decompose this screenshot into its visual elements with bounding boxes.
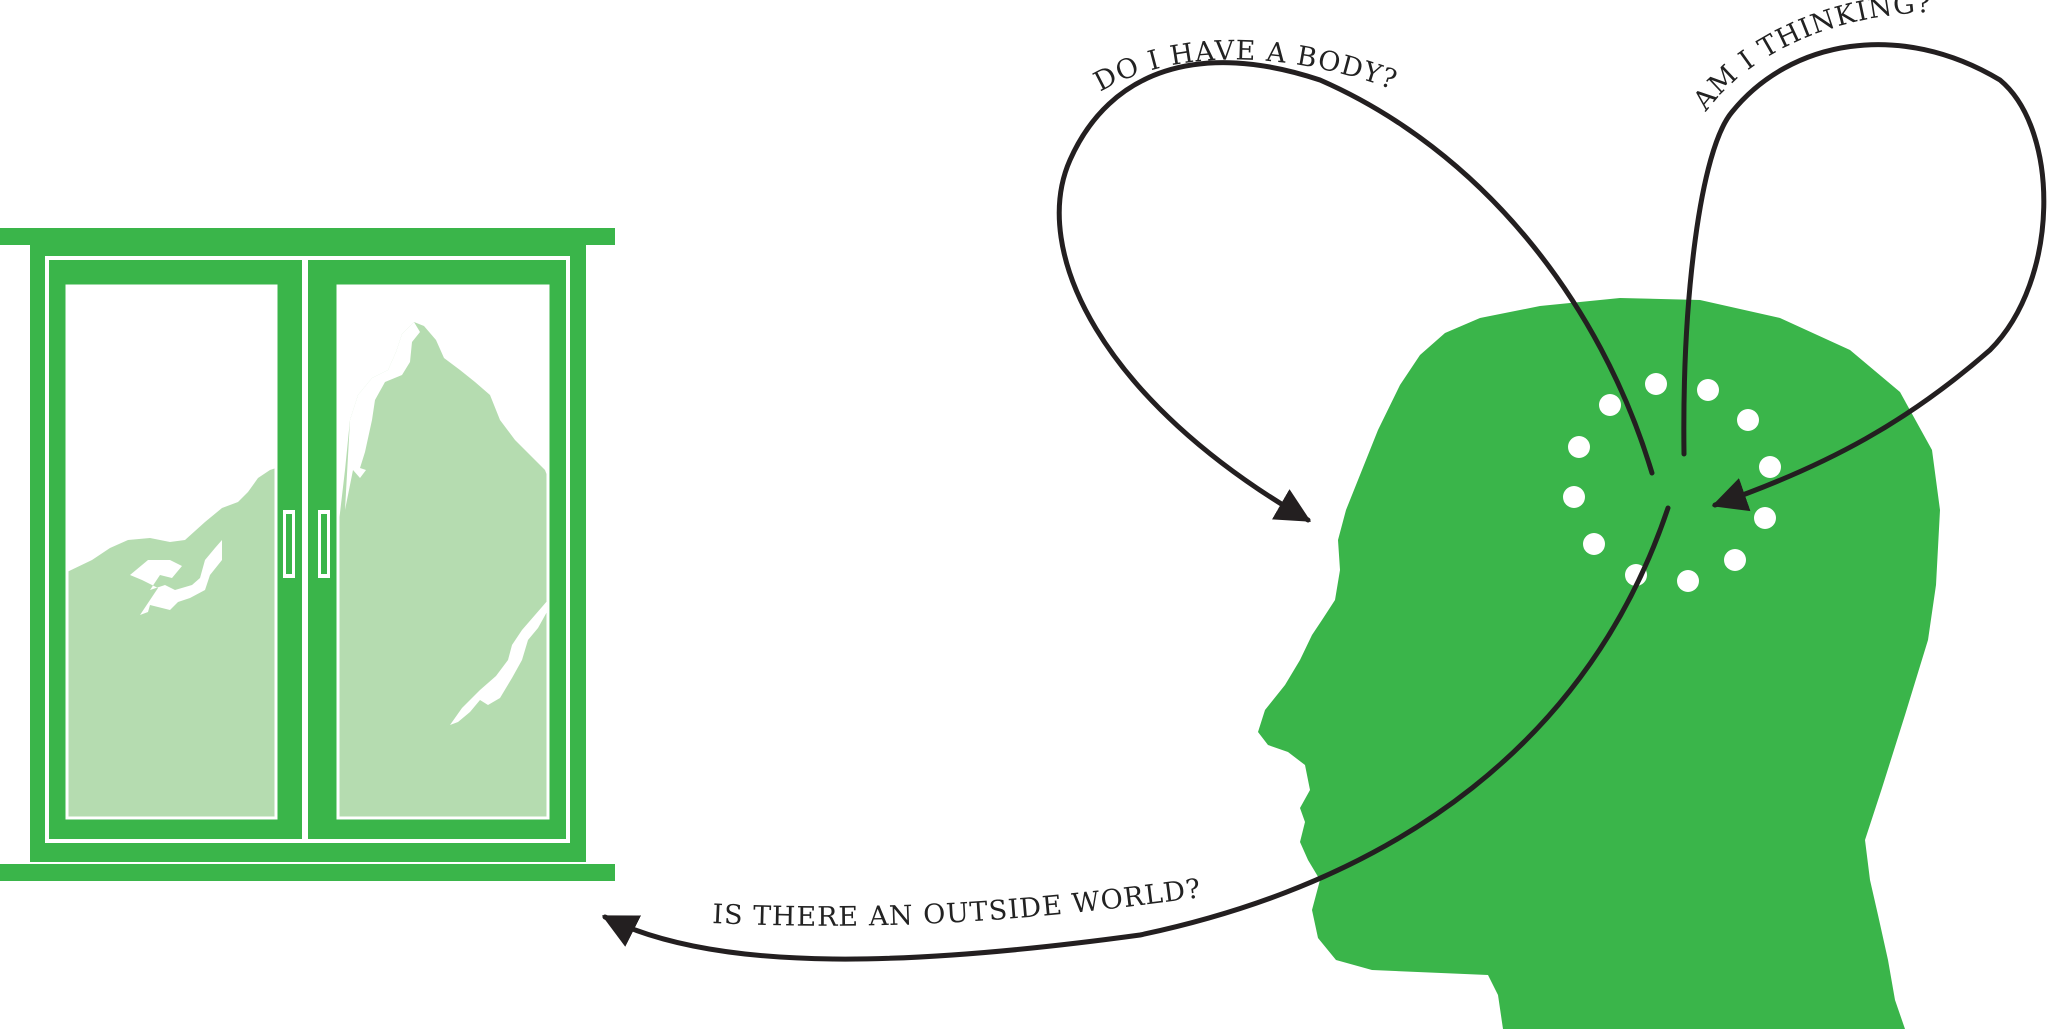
question-world-label: IS THERE AN OUTSIDE WORLD? — [712, 873, 1204, 933]
thought-dot — [1599, 394, 1621, 416]
thought-dot — [1697, 379, 1719, 401]
right-pane-border — [336, 284, 550, 820]
left-pane-border — [65, 284, 278, 820]
thinking-question-arrow — [1681, 42, 2047, 512]
head-profile-icon — [1258, 298, 1940, 1029]
thought-dot — [1677, 570, 1699, 592]
right-handle-inner — [321, 514, 327, 574]
thought-dot — [1724, 549, 1746, 571]
question-body-label: DO I HAVE A BODY? — [1089, 35, 1402, 98]
thought-dot — [1737, 409, 1759, 431]
left-handle-inner — [286, 514, 292, 574]
body-question-arrow — [1056, 60, 1655, 523]
thought-dot — [1754, 507, 1776, 529]
thought-dot — [1568, 436, 1590, 458]
right-mountain-snow-low — [450, 600, 548, 725]
window-top-sill — [0, 228, 615, 245]
thought-dot — [1563, 486, 1585, 508]
thought-dot — [1759, 456, 1781, 478]
mountain-icon — [67, 468, 276, 818]
left-mountain — [67, 468, 276, 818]
thought-dot — [1645, 373, 1667, 395]
thought-dots-icon — [1563, 373, 1781, 592]
world-question-arrow — [601, 505, 1671, 962]
left-mountain-snow — [130, 540, 222, 615]
window-bottom-sill — [0, 864, 615, 881]
thought-dot — [1583, 533, 1605, 555]
window-mullion-gap — [302, 258, 308, 841]
right-mountain-snow — [345, 322, 420, 510]
window-icon — [0, 228, 615, 881]
